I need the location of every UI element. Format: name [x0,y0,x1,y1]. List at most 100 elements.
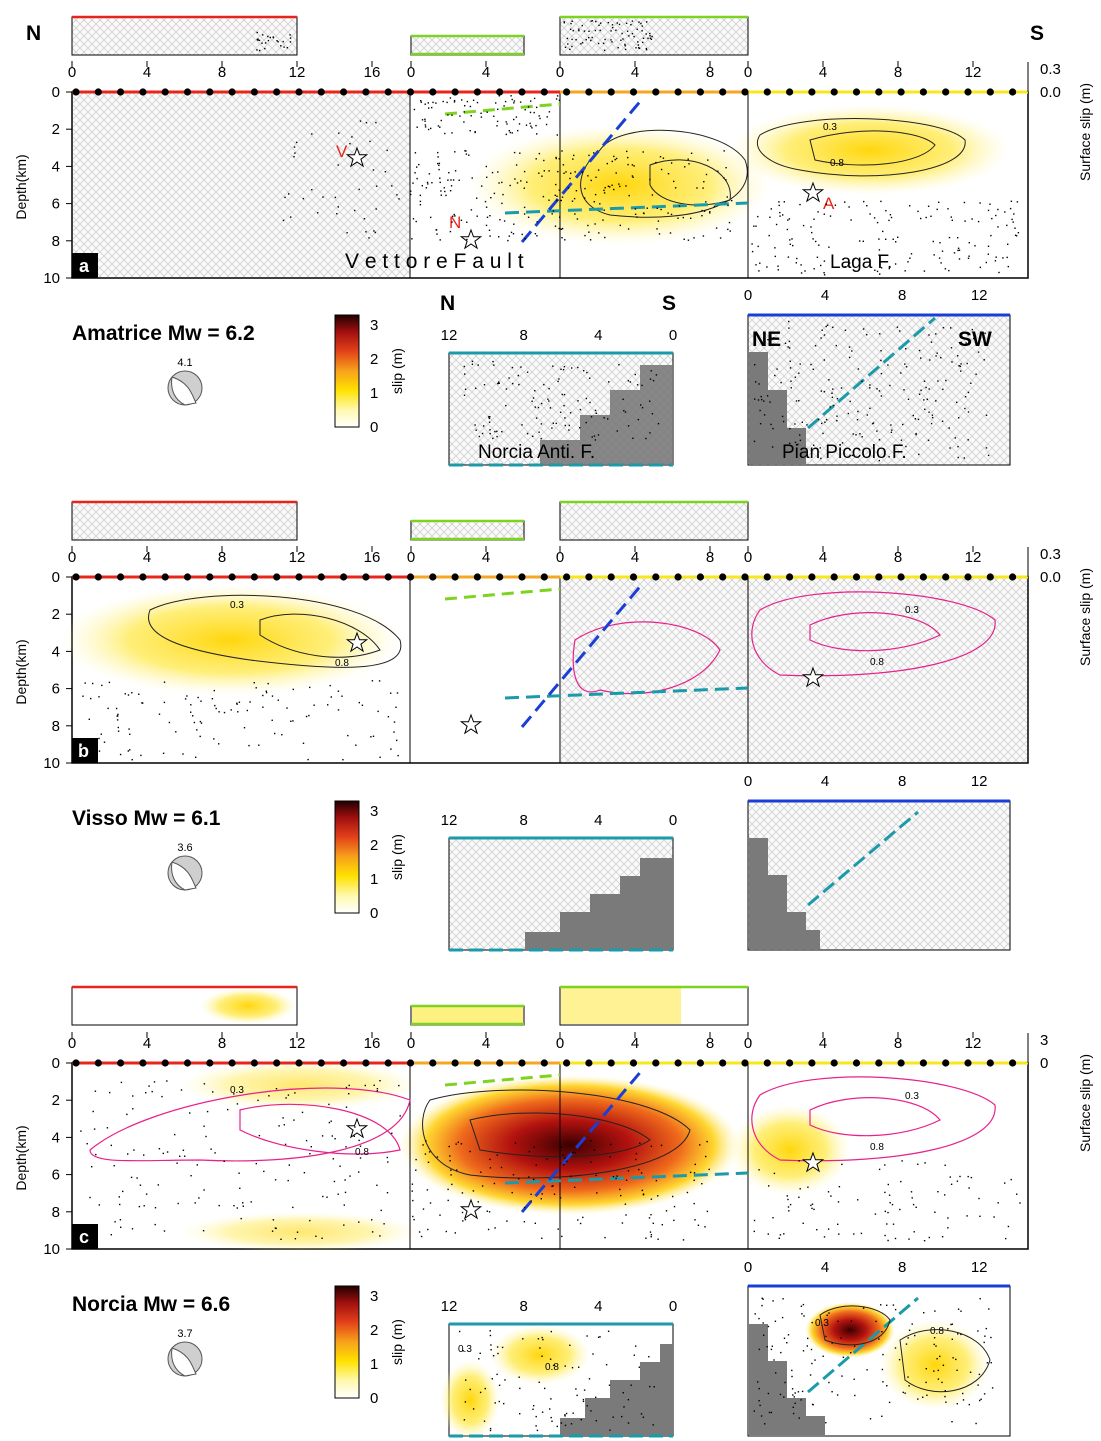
aftershock-dot [518,1178,520,1180]
aftershock-dot [620,1194,622,1197]
aftershock-dot [706,1140,708,1143]
aftershock-dot [796,257,798,260]
aftershock-dot [560,1422,563,1424]
surface-station-c [518,1059,526,1067]
anti-x-tick-label: 8 [519,812,527,829]
surface-station-c [942,1059,950,1067]
aftershock-dot [649,32,651,35]
aftershock-dot [823,334,826,336]
aftershock-dot [129,749,131,751]
aftershock-dot [578,30,580,32]
aftershock-dot [997,1202,999,1204]
aftershock-dot [344,1179,346,1181]
aftershock-dot [308,714,310,717]
aftershock-dot [1013,213,1015,215]
aftershock-dot [837,1320,839,1322]
aftershock-dot [274,732,276,735]
aftershock-dot [550,1416,552,1419]
aftershock-dot [678,205,681,207]
aftershock-dot [223,1160,225,1162]
aftershock-dot [966,362,968,365]
aftershock-dot [498,382,500,384]
aftershock-dot [544,1387,546,1390]
aftershock-dot [213,738,215,740]
aftershock-dot [556,95,559,97]
aftershock-dot [832,326,834,328]
aftershock-dot [627,380,630,382]
aftershock-dot [909,205,911,207]
aftershock-dot [607,21,609,24]
aftershock-dot [179,1155,181,1157]
hypocenter-star-c3 [801,1151,825,1173]
surface-station-b [473,573,481,581]
aftershock-dot [880,395,883,397]
aftershock-dot [497,171,499,173]
surface-station-a [317,88,325,96]
aftershock-dot [257,39,259,41]
aftershock-dot [427,128,430,131]
aftershock-dot [773,1359,775,1361]
aftershock-dot [951,1323,953,1325]
norcia-anti-s-label: S [662,292,676,315]
aftershock-dot [456,1169,458,1171]
aftershock-dot [182,753,184,755]
aftershock-dot [427,1161,430,1163]
aftershock-dot [574,1151,576,1154]
aftershock-dot [709,211,711,213]
aftershock-dot [561,393,563,396]
aftershock-dot [535,1164,537,1166]
aftershock-dot [396,739,398,742]
aftershock-dot [396,692,399,694]
aftershock-dot [630,24,632,26]
x-tick-label-b: 4 [482,549,490,566]
aftershock-dot [604,1236,606,1239]
aftershock-dot [293,156,295,158]
surface-tick-zero-c: 0 [1040,1055,1048,1072]
aftershock-dot [876,221,879,224]
anti-x-tick-label: 8 [519,327,527,344]
aftershock-dot [661,1224,663,1226]
aftershock-dot [271,695,274,697]
colorbar-tick: 3 [370,803,378,820]
surface-station-c [585,1059,593,1067]
x-tick-label-c: 16 [364,1035,381,1052]
aftershock-dot [693,1202,695,1205]
aftershock-dot [968,242,970,244]
aftershock-dot [599,203,601,205]
aftershock-dot [162,752,165,754]
aftershock-dot [294,1238,297,1240]
aftershock-dot [483,425,485,427]
aftershock-dot [373,230,375,232]
aftershock-dot [578,1366,580,1368]
aftershock-dot [727,228,729,231]
surface-station-b [406,573,415,581]
aftershock-dot [292,1206,294,1209]
aftershock-dot [618,23,621,26]
aftershock-dot [426,1189,429,1191]
aftershock-dot [950,347,953,349]
aftershock-dot [615,172,617,174]
aftershock-dot [258,1134,261,1137]
aftershock-dot [903,389,905,391]
aftershock-dot [801,1390,804,1393]
surface-strip-a3 [559,16,749,56]
aftershock-dot [218,1204,220,1207]
aftershock-dot [163,681,166,683]
aftershock-dot [481,185,483,187]
aftershock-dot [512,382,514,385]
aftershock-dot [619,224,621,227]
aftershock-dot [849,400,851,403]
surface-station-c [741,1059,749,1067]
surface-station-c [117,1059,125,1067]
aftershock-dot [534,406,536,408]
aftershock-dot [393,721,396,723]
aftershock-dot [597,434,600,436]
aftershock-dot [628,194,630,197]
aftershock-dot [985,261,987,264]
aftershock-dot [175,731,177,733]
aftershock-dot [511,132,513,134]
aftershock-dot [701,209,703,212]
aftershock-dot [880,200,882,203]
aftershock-dot [353,1135,355,1137]
aftershock-dot [451,114,453,116]
